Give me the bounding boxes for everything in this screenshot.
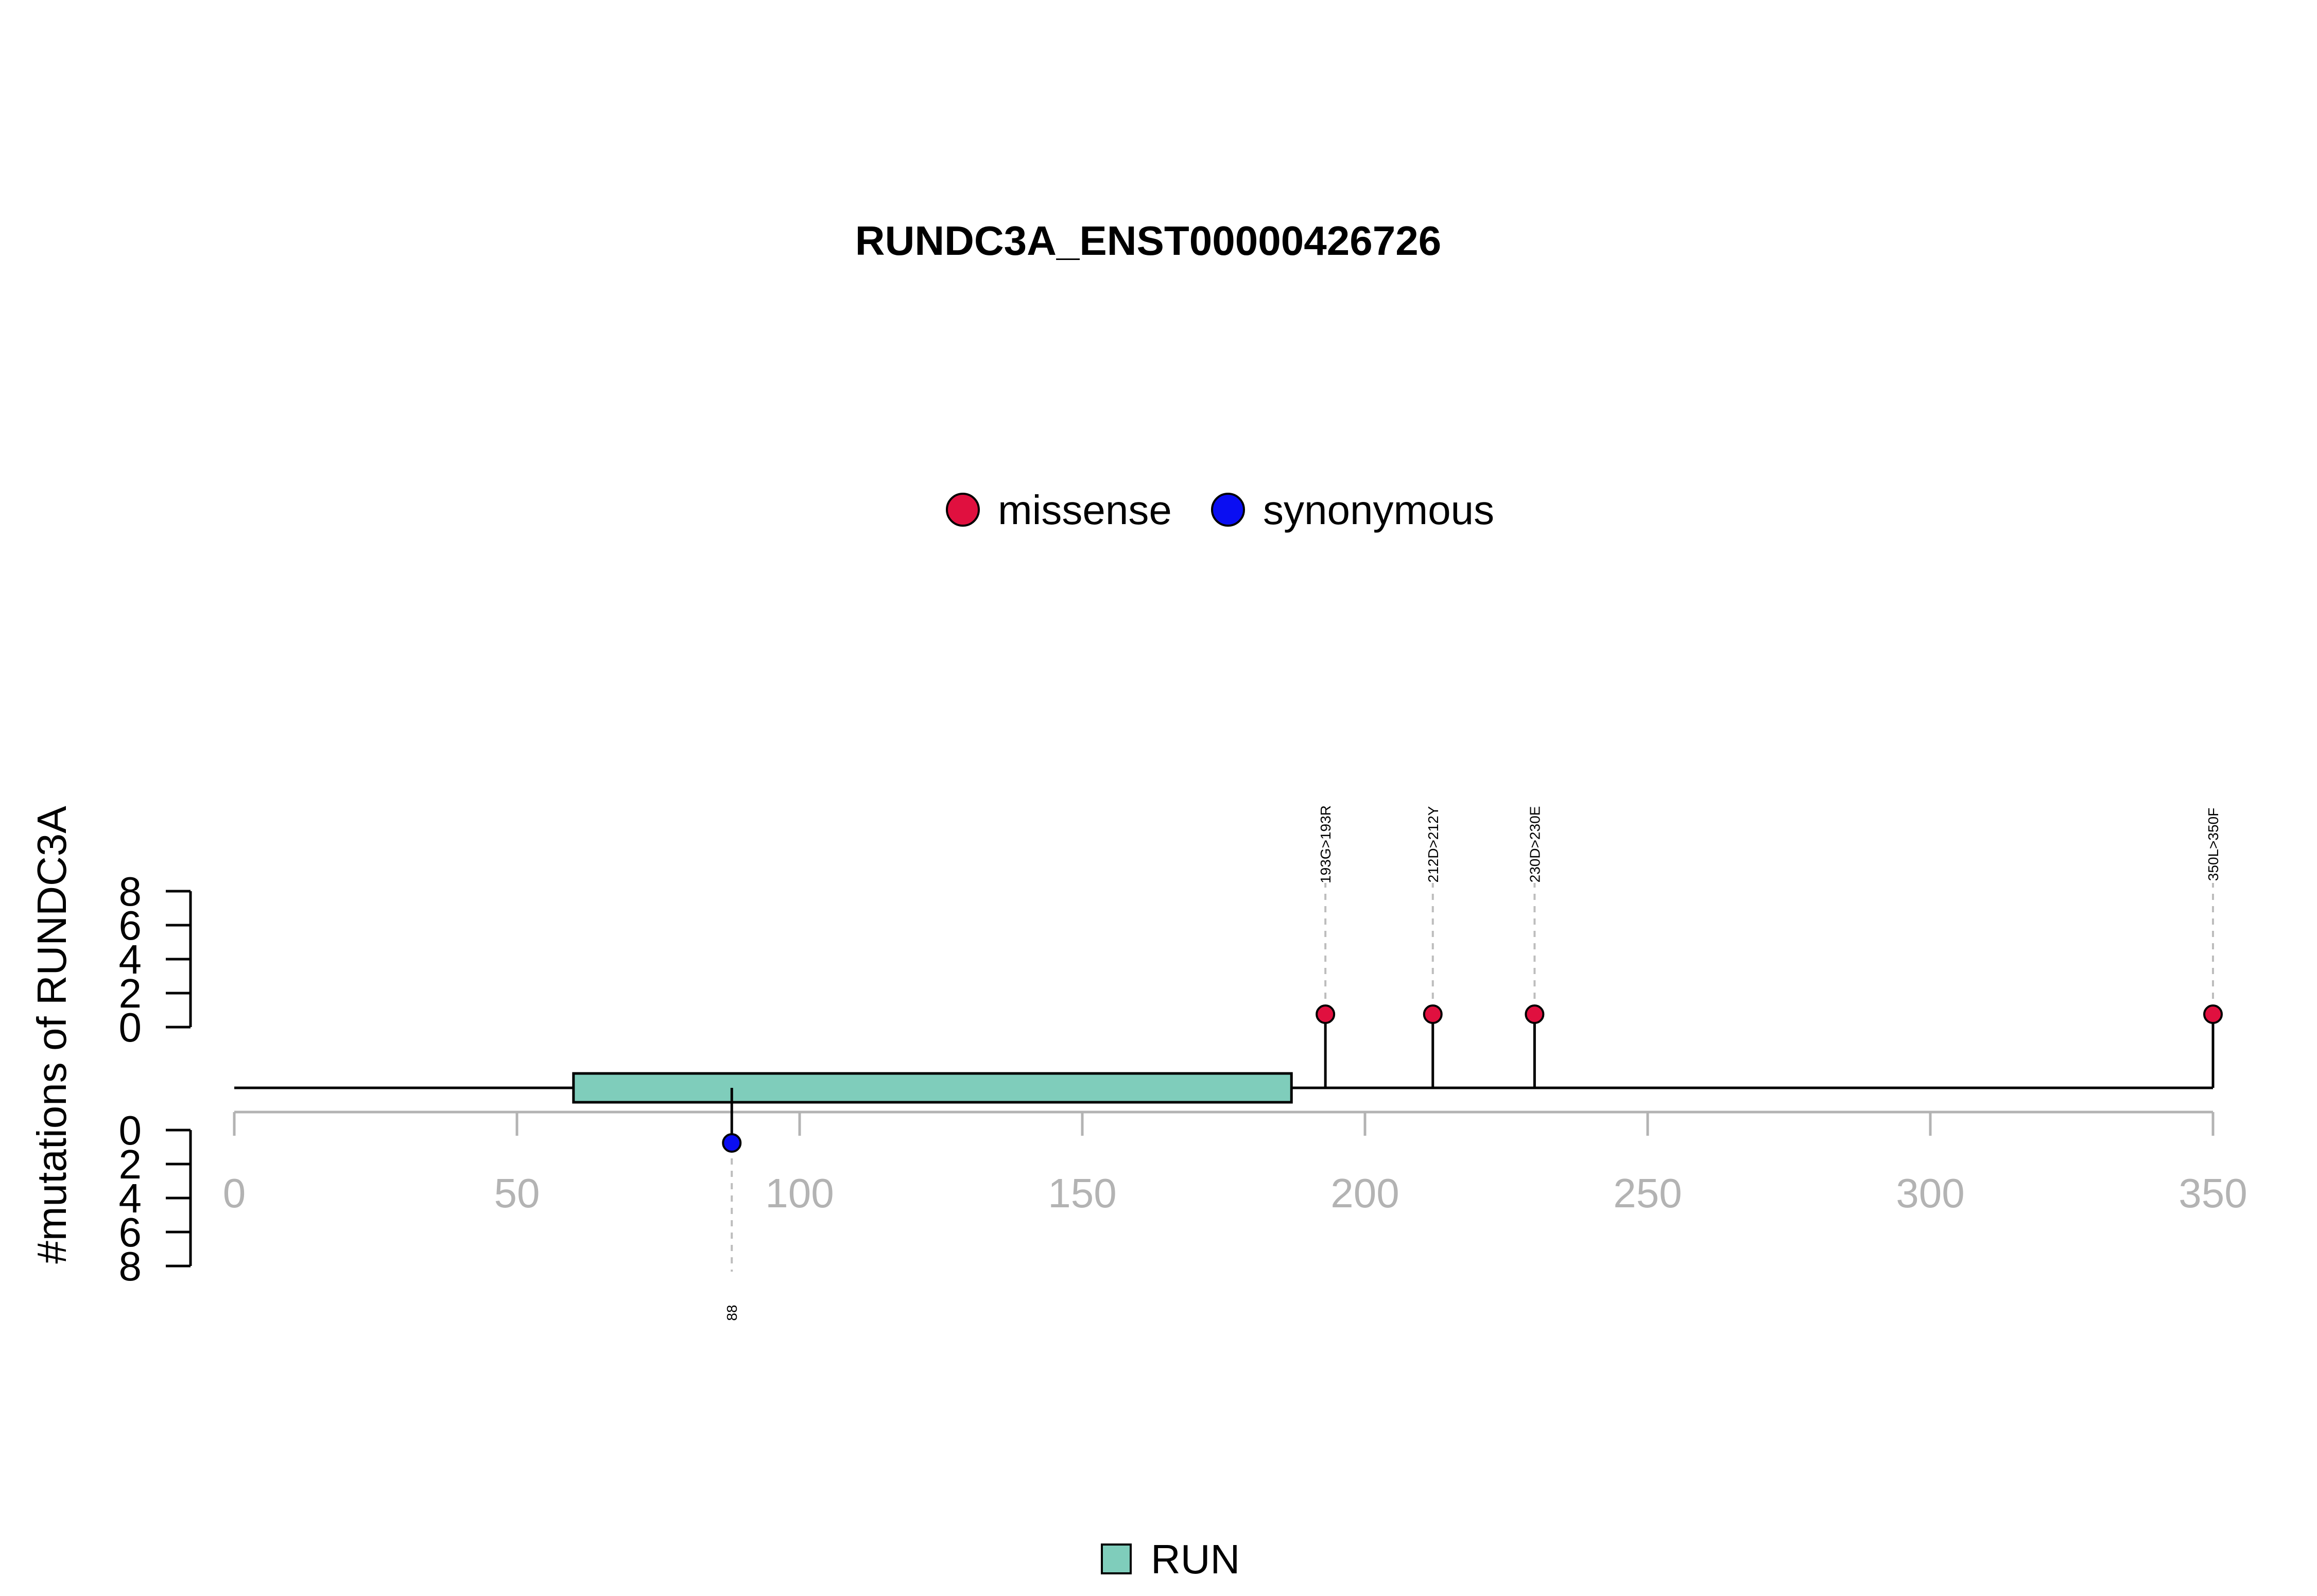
y-tick-label-upper: 0 xyxy=(119,1004,142,1050)
mutations: 193G>193R 212D>212Y 230D>230E 350L>350F 88 xyxy=(722,805,2223,1321)
mutation-point-193 xyxy=(1316,1004,1336,1024)
x-tick-label: 0 xyxy=(223,1170,246,1216)
y-tick-label-lower: 0 xyxy=(119,1107,142,1153)
mutation-label: 193G>193R xyxy=(1318,805,1334,883)
x-tick-label: 150 xyxy=(1048,1170,1116,1216)
domain-RUN xyxy=(572,1072,1293,1104)
mutation-label: 88 xyxy=(724,1305,740,1321)
legend-bottom: RUN xyxy=(1101,1536,1240,1582)
mutation-point-350 xyxy=(2203,1004,2223,1024)
y-tick-label-upper: 4 xyxy=(119,936,142,982)
mutation-point-230 xyxy=(1525,1004,1545,1024)
y-tick-label-lower: 4 xyxy=(119,1175,142,1221)
y-tick-label-upper: 2 xyxy=(119,970,142,1016)
x-tick-label: 100 xyxy=(765,1170,834,1216)
x-tick-label: 50 xyxy=(494,1170,540,1216)
x-tick-label: 200 xyxy=(1330,1170,1399,1216)
legend-top: missense synonymous xyxy=(946,487,1494,533)
domains xyxy=(572,1072,1293,1104)
mutation-label: 212D>212Y xyxy=(1425,806,1441,882)
x-axis: 0 50 100 150 200 250 300 350 xyxy=(223,1111,2247,1216)
x-tick-label: 250 xyxy=(1613,1170,1682,1216)
legend-label-synonymous: synonymous xyxy=(1263,487,1494,533)
legend-label-missense: missense xyxy=(998,487,1172,533)
mutation-point-88 xyxy=(722,1133,742,1153)
legend-label-RUN: RUN xyxy=(1151,1536,1240,1582)
y-tick-label-upper: 8 xyxy=(119,869,142,914)
mutation-point-212 xyxy=(1423,1004,1443,1024)
legend-marker-missense xyxy=(946,493,980,527)
legend-marker-synonymous xyxy=(1211,493,1245,527)
mutation-label: 230D>230E xyxy=(1527,806,1543,883)
y-axis-label: #mutations of RUNDC3A xyxy=(29,806,75,1264)
y-tick-label-lower: 2 xyxy=(119,1141,142,1187)
y-tick-label-upper: 6 xyxy=(119,903,142,948)
legend-marker-RUN xyxy=(1101,1543,1132,1574)
x-tick-label: 350 xyxy=(2178,1170,2247,1216)
y-tick-label-lower: 8 xyxy=(119,1243,142,1289)
x-tick-label: 300 xyxy=(1896,1170,1964,1216)
mutation-label: 350L>350F xyxy=(2205,808,2221,881)
y-tick-label-lower: 6 xyxy=(119,1209,142,1255)
chart-title: RUNDC3A_ENST00000426726 xyxy=(855,218,1441,264)
